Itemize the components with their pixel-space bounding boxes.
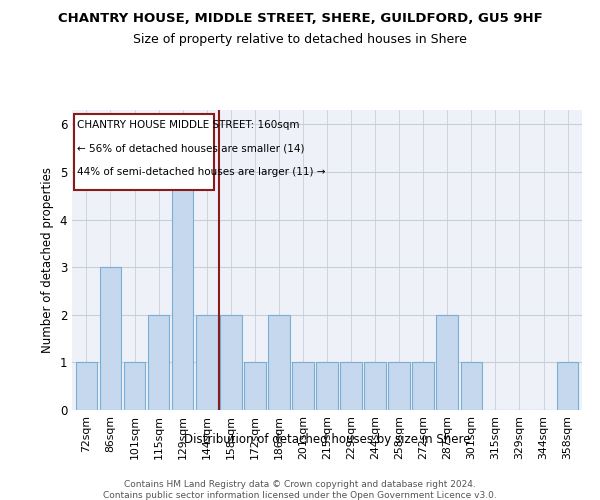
Bar xyxy=(364,362,386,410)
Bar xyxy=(436,315,458,410)
Bar xyxy=(340,362,362,410)
FancyBboxPatch shape xyxy=(74,114,214,190)
Text: Size of property relative to detached houses in Shere: Size of property relative to detached ho… xyxy=(133,32,467,46)
Bar xyxy=(148,315,169,410)
Bar xyxy=(412,362,434,410)
Text: CHANTRY HOUSE, MIDDLE STREET, SHERE, GUILDFORD, GU5 9HF: CHANTRY HOUSE, MIDDLE STREET, SHERE, GUI… xyxy=(58,12,542,26)
Text: CHANTRY HOUSE MIDDLE STREET: 160sqm: CHANTRY HOUSE MIDDLE STREET: 160sqm xyxy=(77,120,300,130)
Bar xyxy=(557,362,578,410)
Text: Contains HM Land Registry data © Crown copyright and database right 2024.: Contains HM Land Registry data © Crown c… xyxy=(124,480,476,489)
Bar xyxy=(196,315,218,410)
Bar xyxy=(220,315,242,410)
Bar xyxy=(172,172,193,410)
Bar xyxy=(316,362,338,410)
Bar xyxy=(292,362,314,410)
Bar xyxy=(76,362,97,410)
Text: Distribution of detached houses by size in Shere: Distribution of detached houses by size … xyxy=(184,432,470,446)
Bar xyxy=(268,315,290,410)
Bar xyxy=(100,267,121,410)
Text: ← 56% of detached houses are smaller (14): ← 56% of detached houses are smaller (14… xyxy=(77,144,305,154)
Text: 44% of semi-detached houses are larger (11) →: 44% of semi-detached houses are larger (… xyxy=(77,167,326,177)
Bar xyxy=(124,362,145,410)
Bar xyxy=(244,362,266,410)
Bar xyxy=(461,362,482,410)
Y-axis label: Number of detached properties: Number of detached properties xyxy=(41,167,54,353)
Text: Contains public sector information licensed under the Open Government Licence v3: Contains public sector information licen… xyxy=(103,491,497,500)
Bar xyxy=(388,362,410,410)
